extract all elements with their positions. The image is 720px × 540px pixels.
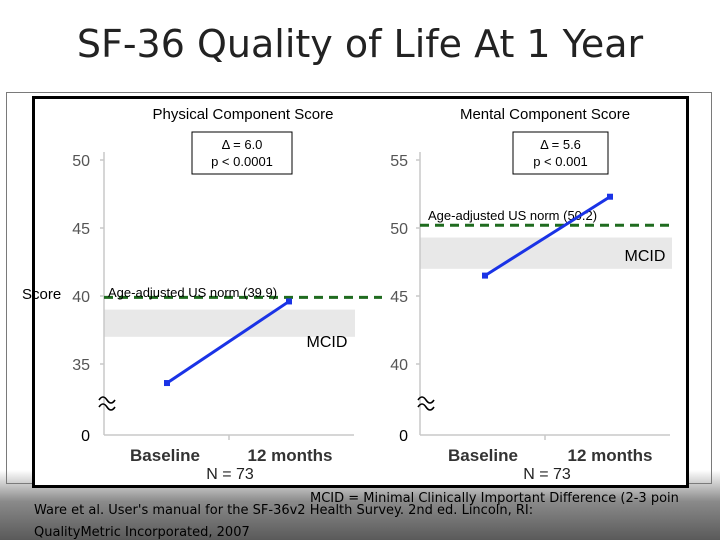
panel-2-stats-box [512,131,609,175]
panel-1-mcid-label: MCID [307,334,348,351]
panel-1-norm-label: Age-adjusted US norm (39.9) [108,285,277,300]
panel-2-x-category-label: Baseline [448,446,518,465]
panel-1-x-category-label: 12 months [247,446,332,465]
panel-2-mcid-label: MCID [625,248,666,265]
panel-1-title: Physical Component Score [153,106,334,123]
panel-1-y-tick-label: 45 [72,221,90,238]
panel-1-delta-text: Δ = 6.0 [222,137,263,152]
panel-2-series-line [484,195,611,277]
panel-2-mcid-band [420,237,672,269]
panel-1-y-tick-label-zero: 0 [81,428,90,445]
panel-1-data-point-baseline [164,380,170,387]
panel-2-p-value-text: p < 0.001 [533,154,588,169]
panel-1-y-tick-label: 35 [72,357,90,374]
panel-2-y-tick-label: 55 [390,153,408,170]
panel-2-y-tick-label: 45 [390,289,408,306]
reference-line-2: QualityMetric Incorporated, 2007 [34,525,250,540]
panel-1-p-value-text: p < 0.0001 [211,154,273,169]
panel-1-data-point-12-months [286,298,292,305]
panel-1-n-label: N = 73 [206,466,254,483]
panel-1-series-line [166,300,290,385]
panel-1-y-label: Score [22,286,61,303]
panel-2-y-tick-label-zero: 0 [399,428,408,445]
panel-2-delta-text: Δ = 5.6 [540,137,581,152]
panel-1-stats-box [191,131,293,175]
panel-2-axis-break-mark [417,396,435,404]
panel-2-norm-label: Age-adjusted US norm (50.2) [428,208,597,223]
panel-2-data-point-12-months [607,193,613,200]
panel-1-y-tick-label: 50 [72,153,90,170]
reference-line-1: Ware et al. User's manual for the SF-36v… [34,503,534,518]
panel-1-axis-break-mark [98,396,116,404]
panel-1-y-tick-label: 40 [72,289,90,306]
panel-2-y-tick-label: 40 [390,357,408,374]
slide-title: SF-36 Quality of Life At 1 Year [76,22,644,66]
panel-2-axis-break-mark [417,403,435,411]
panel-2-title: Mental Component Score [460,106,630,123]
mcid-footnote: MCID = Minimal Clinically Important Diff… [310,491,679,506]
panel-1-x-category-label: Baseline [130,446,200,465]
panel-2-y-tick-label: 50 [390,221,408,238]
panel-1-mcid-band [104,309,355,337]
panel-2-n-label: N = 73 [523,466,571,483]
panel-2-data-point-baseline [482,272,488,279]
panel-1-axis-break-mark [98,403,116,411]
panel-2-x-category-label: 12 months [567,446,652,465]
